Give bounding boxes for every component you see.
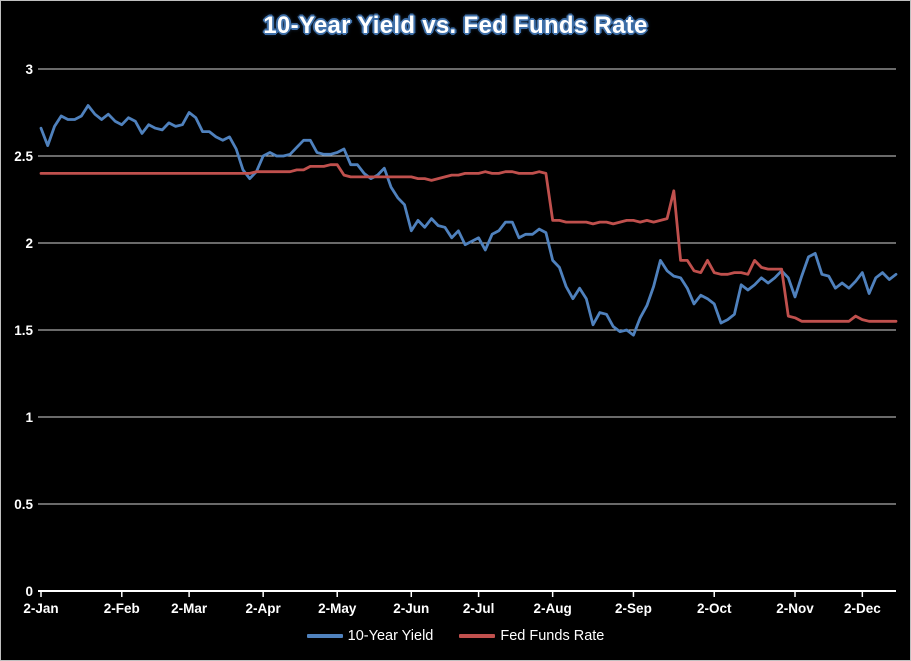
x-tick-label: 2-Apr	[246, 601, 282, 616]
x-tick-label: 2-Jun	[393, 601, 429, 616]
legend-swatch-fed-funds-rate	[459, 634, 496, 638]
series-line-10-year-yield	[39, 104, 898, 337]
y-tick-label: 2	[25, 236, 33, 251]
x-tick-label: 2-Nov	[776, 601, 814, 616]
y-tick-label: 1.5	[14, 323, 33, 338]
x-tick-label: 2-Oct	[697, 601, 732, 616]
x-tick-label: 2-Aug	[534, 601, 572, 616]
y-tick-label: 3	[25, 62, 33, 77]
y-tick-label: 0	[25, 584, 33, 599]
x-tick-label: 2-Mar	[171, 601, 208, 616]
legend-swatch-10-year-yield	[306, 634, 343, 638]
legend-item-fed-funds-rate: Fed Funds Rate	[459, 628, 604, 644]
chart-title: 10-Year Yield vs. Fed Funds Rate	[263, 12, 648, 39]
series-line-fed-funds-rate	[39, 163, 898, 323]
y-tick-label: 0.5	[14, 497, 33, 512]
x-tick-label: 2-Jan	[23, 601, 58, 616]
legend-item-10-year-yield: 10-Year Yield	[306, 628, 434, 644]
chart-legend: 10-Year Yield Fed Funds Rate	[1, 628, 910, 644]
legend-label-fed-funds-rate: Fed Funds Rate	[500, 628, 605, 644]
x-tick-label: 2-May	[318, 601, 357, 616]
y-tick-label: 2.5	[14, 149, 33, 164]
x-tick-label: 2-Jul	[463, 601, 495, 616]
legend-label-10-year-yield: 10-Year Yield	[347, 628, 434, 644]
x-tick-label: 2-Sep	[615, 601, 652, 616]
x-tick-label: 2-Feb	[104, 601, 140, 616]
x-tick-label: 2-Dec	[844, 601, 881, 616]
y-tick-label: 1	[25, 410, 33, 425]
